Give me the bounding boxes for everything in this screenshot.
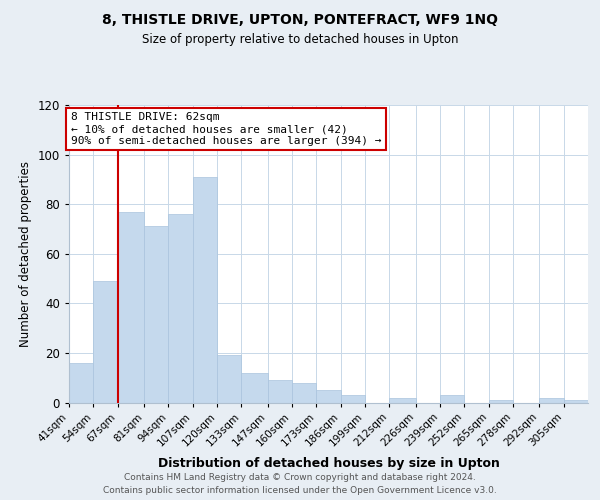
Bar bbox=[292, 382, 316, 402]
Bar bbox=[268, 380, 292, 402]
Bar bbox=[94, 281, 118, 402]
Bar bbox=[144, 226, 169, 402]
Bar bbox=[341, 395, 365, 402]
X-axis label: Distribution of detached houses by size in Upton: Distribution of detached houses by size … bbox=[158, 456, 499, 469]
Bar bbox=[389, 398, 416, 402]
Bar bbox=[488, 400, 513, 402]
Text: 8 THISTLE DRIVE: 62sqm
← 10% of detached houses are smaller (42)
90% of semi-det: 8 THISTLE DRIVE: 62sqm ← 10% of detached… bbox=[71, 112, 382, 146]
Y-axis label: Number of detached properties: Number of detached properties bbox=[19, 161, 32, 347]
Bar bbox=[69, 363, 94, 403]
Bar bbox=[563, 400, 588, 402]
Text: Contains HM Land Registry data © Crown copyright and database right 2024.: Contains HM Land Registry data © Crown c… bbox=[124, 472, 476, 482]
Text: Size of property relative to detached houses in Upton: Size of property relative to detached ho… bbox=[142, 32, 458, 46]
Bar bbox=[539, 398, 563, 402]
Text: 8, THISTLE DRIVE, UPTON, PONTEFRACT, WF9 1NQ: 8, THISTLE DRIVE, UPTON, PONTEFRACT, WF9… bbox=[102, 12, 498, 26]
Bar bbox=[169, 214, 193, 402]
Bar bbox=[241, 373, 268, 402]
Bar bbox=[118, 212, 144, 402]
Text: Contains public sector information licensed under the Open Government Licence v3: Contains public sector information licen… bbox=[103, 486, 497, 495]
Bar bbox=[316, 390, 341, 402]
Bar bbox=[440, 395, 464, 402]
Bar bbox=[217, 356, 241, 403]
Bar bbox=[193, 177, 217, 402]
